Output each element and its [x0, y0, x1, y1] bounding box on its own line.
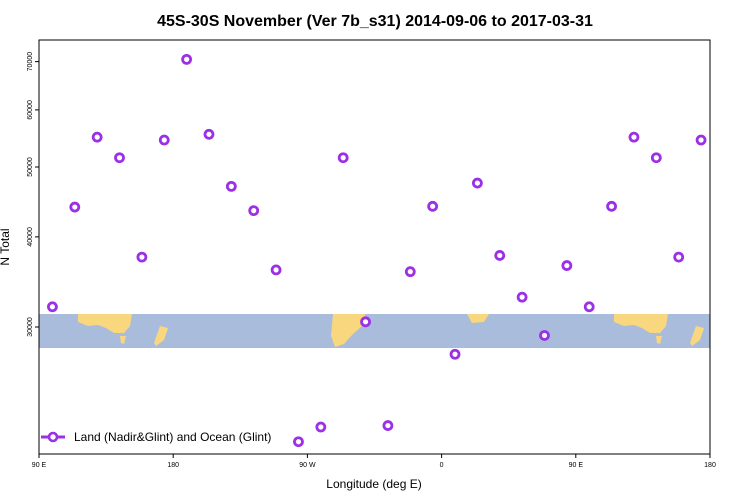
data-point — [673, 251, 685, 263]
data-point — [561, 260, 573, 271]
data-point — [114, 152, 125, 164]
landmass — [78, 314, 132, 333]
data-point — [158, 134, 170, 146]
data-point — [248, 205, 260, 217]
data-point — [203, 128, 215, 140]
x-axis-label: Longitude (deg E) — [326, 477, 421, 491]
y-tick-label: 40000 — [27, 227, 34, 247]
data-points — [47, 53, 707, 448]
y-tick-label: 70000 — [27, 52, 34, 72]
data-point — [427, 200, 439, 212]
data-point — [360, 316, 371, 328]
data-point — [471, 177, 483, 189]
landmass — [656, 336, 662, 344]
data-point — [628, 131, 640, 143]
data-point — [293, 436, 304, 448]
data-point — [181, 53, 193, 65]
ocean-band — [39, 314, 710, 348]
data-point — [315, 421, 327, 433]
data-point — [494, 250, 506, 261]
landmass — [690, 326, 704, 346]
x-tick-label: 0 — [440, 462, 444, 469]
data-point — [650, 152, 662, 164]
x-tick-label: 90 E — [32, 462, 47, 469]
legend: Land (Nadir&Glint) and Ocean (Glint) — [41, 430, 271, 444]
plot-frame — [38, 39, 711, 455]
data-point — [136, 251, 148, 263]
x-tick-label: 180 — [167, 462, 179, 469]
landmass — [614, 314, 668, 333]
y-axis-label: N Total — [0, 228, 12, 265]
data-point — [47, 301, 58, 313]
data-point — [225, 180, 237, 192]
data-point — [404, 266, 416, 278]
data-point — [695, 134, 707, 146]
landmass — [120, 336, 126, 344]
y-tick-label: 50000 — [27, 157, 34, 177]
data-point — [337, 152, 349, 164]
legend-label: Land (Nadir&Glint) and Ocean (Glint) — [74, 430, 271, 444]
chart-title: 45S-30S November (Ver 7b_s31) 2014-09-06… — [157, 13, 593, 30]
landmass — [467, 314, 489, 323]
data-point — [583, 301, 595, 313]
landmass — [331, 314, 365, 347]
x-tick-label: 180 — [704, 462, 716, 469]
data-point — [270, 264, 282, 276]
x-axis: 90 E 180 90 W 0 90 E 180 — [32, 454, 716, 469]
x-tick-label: 90 W — [299, 462, 316, 469]
x-tick-label: 90 E — [569, 462, 584, 469]
data-point — [449, 348, 461, 360]
data-point — [382, 420, 394, 431]
landmass — [154, 326, 168, 346]
data-point — [91, 131, 103, 143]
y-tick-label: 30000 — [27, 317, 34, 337]
data-point — [69, 201, 81, 213]
data-point — [516, 291, 528, 303]
y-tick-label: 60000 — [27, 100, 34, 120]
data-point — [606, 200, 617, 212]
world-map-strip — [39, 314, 710, 348]
legend-marker — [47, 431, 59, 443]
data-point — [539, 330, 550, 341]
y-axis: 30000 40000 50000 60000 70000 — [27, 52, 39, 337]
